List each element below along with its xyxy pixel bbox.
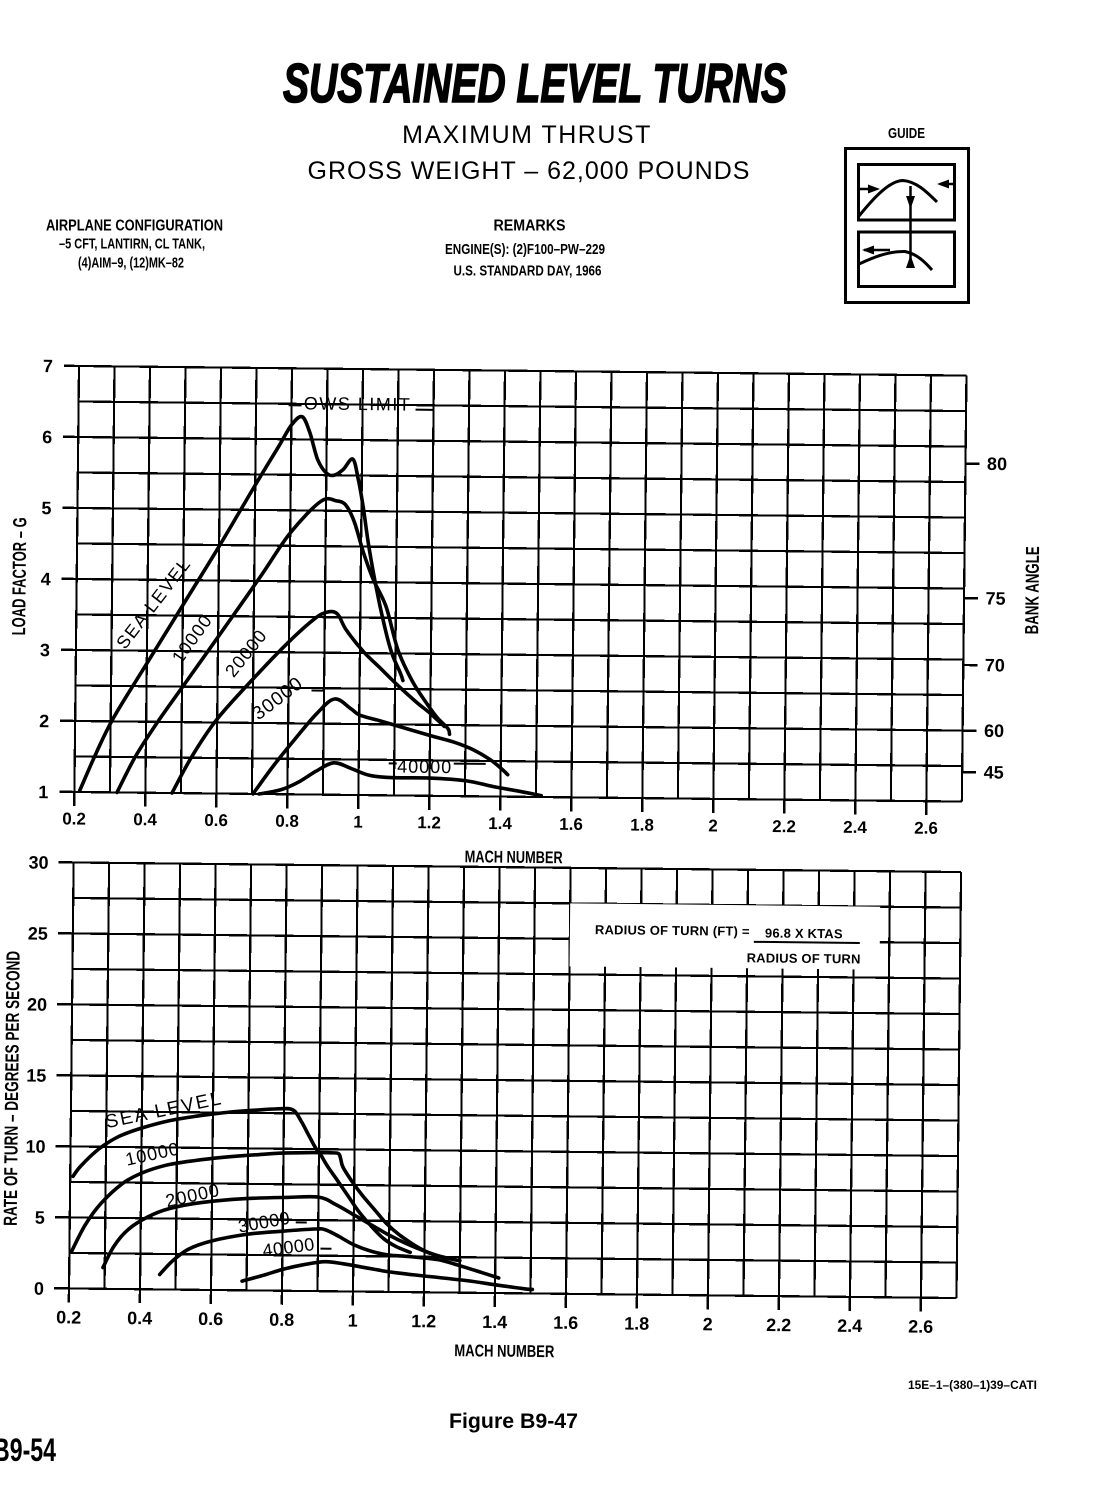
svg-text:0.4: 0.4 bbox=[127, 1308, 152, 1328]
svg-text:0.6: 0.6 bbox=[198, 1309, 223, 1329]
svg-text:RATE OF TURN – DEGREES PER SEC: RATE OF TURN – DEGREES PER SECOND bbox=[1, 951, 25, 1226]
svg-text:45: 45 bbox=[984, 762, 1004, 782]
svg-text:REMARKS: REMARKS bbox=[494, 218, 566, 235]
svg-text:15E–1–(380–1)39–CATI: 15E–1–(380–1)39–CATI bbox=[908, 1378, 1037, 1392]
svg-text:2.6: 2.6 bbox=[908, 1317, 933, 1337]
svg-text:25: 25 bbox=[28, 923, 48, 943]
svg-text:7: 7 bbox=[43, 356, 53, 376]
svg-text:15: 15 bbox=[26, 1065, 46, 1085]
svg-text:1.4: 1.4 bbox=[482, 1312, 507, 1332]
svg-text:ENGINE(S): (2)F100–PW–229: ENGINE(S): (2)F100–PW–229 bbox=[445, 241, 605, 258]
svg-text:MACH NUMBER: MACH NUMBER bbox=[454, 1341, 554, 1361]
svg-text:5: 5 bbox=[35, 1208, 45, 1228]
svg-text:Figure B9-47: Figure B9-47 bbox=[449, 1410, 578, 1433]
svg-text:0.4: 0.4 bbox=[133, 810, 157, 829]
svg-text:2.4: 2.4 bbox=[837, 1316, 862, 1336]
svg-text:80: 80 bbox=[987, 454, 1007, 474]
svg-text:1: 1 bbox=[348, 1310, 358, 1330]
svg-text:0.6: 0.6 bbox=[204, 811, 228, 830]
svg-text:1: 1 bbox=[38, 782, 48, 802]
svg-text:0.2: 0.2 bbox=[56, 1307, 81, 1327]
svg-text:1.2: 1.2 bbox=[411, 1311, 436, 1331]
svg-text:AIRPLANE CONFIGURATION: AIRPLANE CONFIGURATION bbox=[46, 218, 223, 235]
svg-text:20: 20 bbox=[27, 994, 47, 1014]
svg-text:LOAD FACTOR – G: LOAD FACTOR – G bbox=[9, 517, 31, 635]
svg-text:RADIUS OF TURN: RADIUS OF TURN bbox=[747, 950, 861, 966]
svg-text:–5 CFT, LANTIRN, CL TANK,: –5 CFT, LANTIRN, CL TANK, bbox=[59, 236, 205, 253]
svg-text:0.2: 0.2 bbox=[62, 809, 86, 828]
svg-text:1.2: 1.2 bbox=[417, 813, 441, 832]
svg-text:2: 2 bbox=[39, 711, 49, 731]
svg-text:5: 5 bbox=[41, 498, 51, 518]
svg-text:60: 60 bbox=[984, 721, 1004, 741]
svg-text:GROSS WEIGHT – 62,000 POUNDS: GROSS WEIGHT – 62,000 POUNDS bbox=[308, 157, 751, 185]
svg-text:1.8: 1.8 bbox=[624, 1313, 649, 1333]
svg-text:GUIDE: GUIDE bbox=[888, 125, 925, 142]
svg-text:4: 4 bbox=[41, 569, 51, 589]
svg-text:2: 2 bbox=[703, 1314, 713, 1334]
svg-text:U.S. STANDARD DAY, 1966: U.S. STANDARD DAY, 1966 bbox=[454, 263, 602, 280]
svg-text:3: 3 bbox=[40, 640, 50, 660]
svg-text:B9-54: B9-54 bbox=[0, 1432, 56, 1468]
svg-text:2.4: 2.4 bbox=[843, 818, 867, 837]
svg-text:BANK ANGLE: BANK ANGLE bbox=[1022, 546, 1044, 634]
svg-text:0: 0 bbox=[34, 1279, 44, 1299]
svg-text:70: 70 bbox=[985, 655, 1005, 675]
svg-text:2.2: 2.2 bbox=[772, 817, 796, 836]
svg-text:96.8 X KTAS: 96.8 X KTAS bbox=[765, 925, 843, 941]
svg-text:OWS LIMIT: OWS LIMIT bbox=[304, 393, 412, 414]
svg-text:2.2: 2.2 bbox=[766, 1315, 791, 1335]
svg-text:RADIUS OF TURN (FT) =: RADIUS OF TURN (FT) = bbox=[595, 922, 750, 939]
svg-text:0.8: 0.8 bbox=[275, 812, 299, 831]
svg-text:1.6: 1.6 bbox=[559, 815, 583, 834]
svg-text:1.8: 1.8 bbox=[630, 815, 654, 834]
svg-text:1.6: 1.6 bbox=[553, 1313, 578, 1333]
svg-text:2.6: 2.6 bbox=[914, 819, 938, 838]
svg-text:SUSTAINED LEVEL TURNS: SUSTAINED LEVEL TURNS bbox=[283, 54, 787, 115]
svg-text:(4)AIM–9, (12)MK–82: (4)AIM–9, (12)MK–82 bbox=[78, 255, 184, 272]
svg-text:40000: 40000 bbox=[397, 756, 452, 777]
svg-text:75: 75 bbox=[985, 588, 1005, 608]
svg-text:1: 1 bbox=[353, 812, 363, 831]
svg-text:2: 2 bbox=[708, 816, 718, 835]
svg-text:1.4: 1.4 bbox=[488, 814, 512, 833]
svg-text:0.8: 0.8 bbox=[269, 1310, 294, 1330]
svg-text:6: 6 bbox=[42, 427, 52, 447]
svg-text:MACH NUMBER: MACH NUMBER bbox=[465, 847, 563, 867]
svg-text:30: 30 bbox=[29, 852, 49, 872]
svg-text:10: 10 bbox=[25, 1136, 45, 1156]
svg-text:MAXIMUM THRUST: MAXIMUM THRUST bbox=[402, 121, 652, 149]
